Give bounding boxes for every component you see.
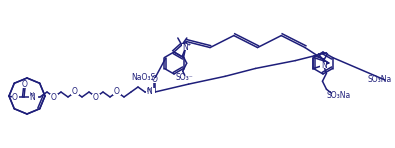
Text: O: O (72, 87, 78, 96)
Bar (71, 89, 79, 95)
Bar (50, 94, 58, 100)
Bar (92, 94, 100, 100)
Bar (145, 87, 154, 95)
Bar (11, 94, 19, 100)
Bar (152, 78, 158, 82)
Text: O: O (93, 92, 99, 102)
Text: H: H (147, 87, 151, 92)
Text: O: O (22, 80, 28, 89)
Text: N: N (182, 43, 188, 52)
Text: SO₃Na: SO₃Na (326, 91, 351, 100)
Bar (113, 89, 121, 95)
Text: SO₃⁻: SO₃⁻ (176, 73, 194, 82)
Text: +: + (187, 42, 191, 47)
Text: O: O (51, 92, 57, 102)
Text: N: N (322, 61, 327, 70)
Bar (28, 92, 38, 99)
Bar (22, 82, 28, 87)
Text: N: N (29, 92, 35, 102)
Text: SO₃Na: SO₃Na (368, 75, 392, 85)
Text: NaO₃S: NaO₃S (131, 74, 155, 82)
Text: O: O (12, 92, 18, 102)
Bar (320, 62, 326, 68)
Bar (182, 44, 190, 50)
Text: O: O (152, 75, 158, 84)
Text: O: O (114, 87, 120, 96)
Text: H: H (30, 92, 34, 98)
Text: N: N (146, 87, 152, 96)
